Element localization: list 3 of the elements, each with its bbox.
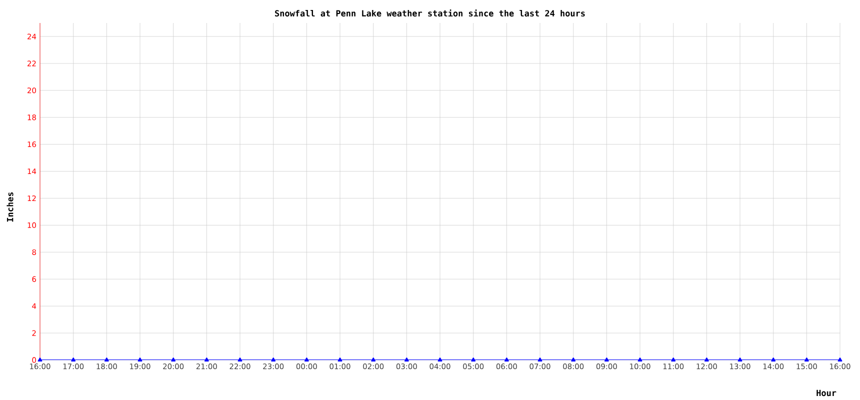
chart-title: Snowfall at Penn Lake weather station since the last 24 hours bbox=[275, 9, 585, 17]
y-axis-title: Inches bbox=[6, 192, 14, 222]
x-axis-title: Hour bbox=[816, 390, 836, 396]
